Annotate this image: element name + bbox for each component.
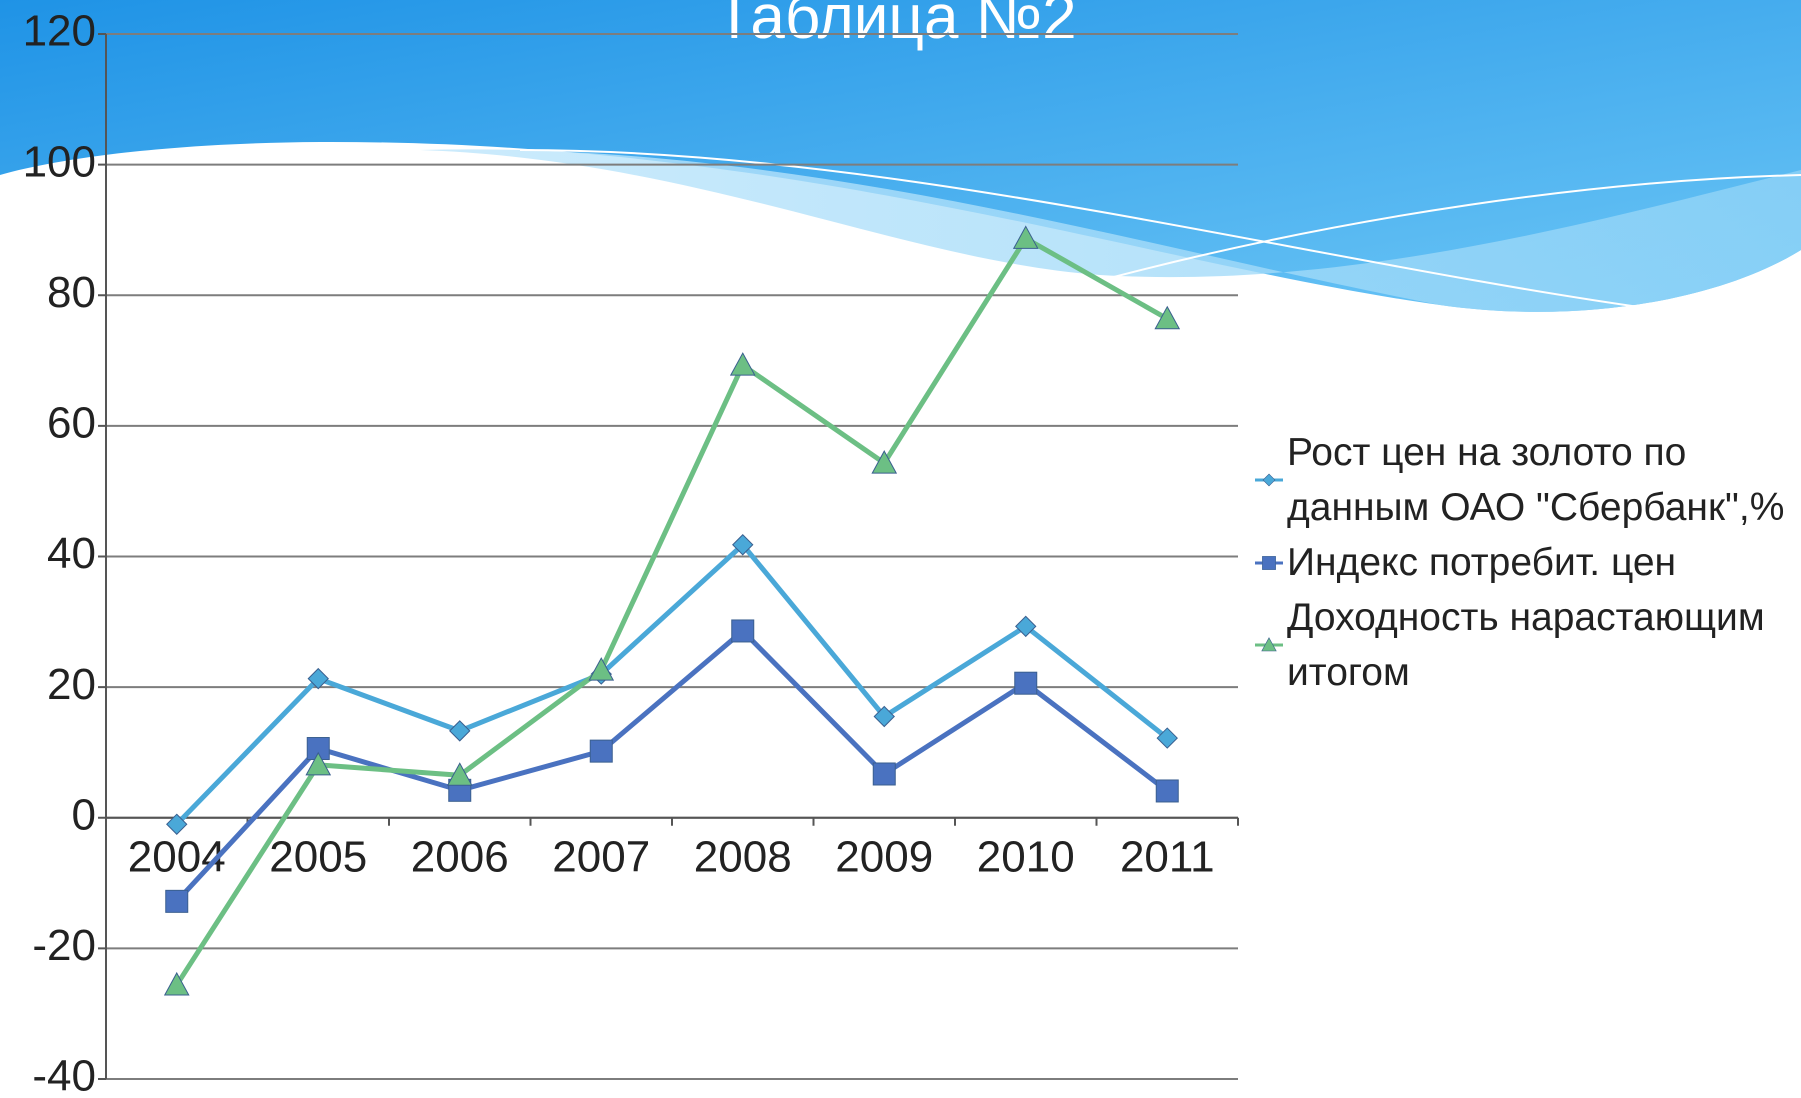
x-tick-label: 2010 [977,832,1075,881]
series-line [174,541,1169,827]
marker [589,739,613,763]
x-tick-label: 2005 [269,832,367,881]
y-tick-label: 0 [72,790,96,839]
legend-entry: Доходность нарастающим итогом [1255,590,1795,700]
marker [1155,779,1179,803]
background-wave [420,149,1801,312]
background-line [1109,174,1801,279]
legend-label: Доходность нарастающим итогом [1287,596,1765,694]
marker [1156,727,1178,749]
marker [449,720,471,742]
y-tick-label: 20 [47,660,96,709]
y-tick-label: 120 [23,7,96,56]
marker [1262,555,1276,570]
background-line [519,149,1661,311]
marker [729,352,756,376]
x-tick-label: 2006 [411,832,509,881]
marker [1015,615,1037,638]
marker [446,762,473,786]
marker [731,619,755,643]
series-line [174,235,1169,987]
x-tick-label: 2008 [694,832,792,881]
y-tick-label: 80 [47,268,96,317]
legend-label: Рост цен на золото по данным ОАО "Сберба… [1287,431,1785,529]
marker [1262,473,1276,487]
x-tick-label: 2007 [552,832,650,881]
y-tick-label: 100 [23,137,96,186]
legend-label: Индекс потребит. цен [1287,541,1677,584]
legend-entry: Рост цен на золото по данным ОАО "Сберба… [1255,425,1795,535]
marker [873,705,895,728]
marker [166,813,188,835]
series-line [174,627,1169,904]
marker [165,889,189,913]
legend: Рост цен на золото по данным ОАО "Сберба… [1255,425,1795,700]
legend-entry: Индекс потребит. цен [1255,535,1795,590]
background-band [0,0,1801,312]
chart-title: Таблица №2 [715,0,1076,52]
marker [307,667,329,690]
marker [588,657,615,681]
y-tick-label: -20 [32,921,96,970]
x-tick-label: 2009 [835,832,933,881]
marker [1261,637,1277,652]
legend-marker [1255,637,1283,652]
marker [305,751,332,776]
marker [732,534,754,556]
marker [1012,225,1039,249]
legend-marker [1255,473,1283,487]
marker [1154,305,1181,330]
marker [163,971,190,996]
legend-marker [1255,555,1283,570]
y-tick-label: 60 [47,399,96,448]
marker [1014,671,1038,695]
x-tick-label: 2004 [128,832,226,881]
y-tick-label: 40 [47,529,96,578]
marker [872,762,896,786]
y-tick-label: -40 [32,1052,96,1098]
x-tick-label: 2011 [1120,832,1215,881]
marker [871,450,898,474]
